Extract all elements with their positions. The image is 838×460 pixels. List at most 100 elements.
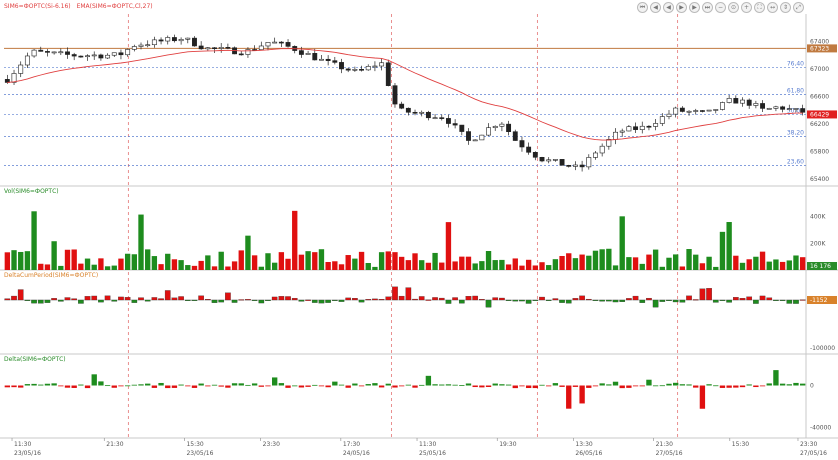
delta-cum-bar — [425, 299, 432, 301]
delta-cum-bar — [599, 299, 605, 302]
time-axis-label: 15:30 — [186, 441, 203, 448]
volume-bar — [693, 254, 699, 270]
volume-bar — [84, 258, 91, 270]
candle-body — [51, 51, 57, 54]
volume-bar — [532, 265, 538, 270]
volume-bar — [124, 253, 131, 270]
toolbar-button-3[interactable]: ▶ — [676, 2, 687, 13]
candle-body — [713, 109, 719, 111]
candle-body — [339, 62, 344, 70]
delta-bar — [158, 382, 164, 386]
price-axis-tick: 67400 — [810, 39, 829, 46]
delta-cum-bar — [793, 299, 799, 304]
candle-body — [319, 58, 324, 61]
delta-bar — [38, 384, 44, 386]
delta-bar — [151, 385, 158, 388]
delta-bar — [519, 385, 525, 387]
delta-cum-bar — [245, 299, 251, 301]
candle-body — [486, 127, 491, 136]
candle-body — [626, 126, 632, 132]
volume-bar — [485, 251, 492, 270]
delta-bar — [686, 384, 692, 386]
delta-bar — [606, 384, 612, 386]
candle-body — [746, 99, 752, 106]
delta-bar — [318, 385, 325, 387]
candle-body — [720, 102, 725, 110]
candle-body — [492, 125, 498, 129]
delta-cum-bar — [91, 295, 98, 301]
volume-bar — [104, 266, 111, 270]
toolbar-button-0[interactable]: ⏮ — [637, 2, 648, 13]
delta-cum-bar — [332, 299, 338, 301]
date-axis-label: 24/05/16 — [343, 450, 370, 457]
delta-bar — [378, 385, 385, 388]
toolbar-button-5[interactable]: ⏭ — [702, 2, 713, 13]
toolbar-button-8[interactable]: + — [741, 2, 752, 13]
candle-body — [760, 103, 765, 109]
candle-body — [679, 107, 685, 112]
volume-bar — [372, 266, 378, 270]
volume-bar — [512, 258, 518, 270]
delta-bar — [292, 385, 298, 387]
delta-cum-bar — [712, 299, 719, 303]
delta-bar — [258, 385, 264, 387]
volume-bar — [793, 255, 799, 270]
volume-bar — [579, 254, 585, 270]
delta-bar — [64, 385, 71, 388]
candle-body — [345, 68, 351, 71]
toolbar-button-2[interactable]: ◀ — [663, 2, 674, 13]
candle-body — [305, 53, 311, 55]
delta-bar — [733, 385, 739, 388]
delta-bar — [673, 382, 679, 386]
delta-cum-bar — [358, 299, 365, 303]
candle-body — [593, 152, 598, 158]
volume-bar — [24, 251, 31, 270]
candle-body — [566, 165, 572, 167]
delta-bar — [31, 383, 37, 386]
volume-bar — [298, 254, 305, 270]
volume-bar — [265, 253, 271, 270]
candle-body — [125, 49, 131, 56]
delta-bar — [285, 385, 291, 388]
delta-bar — [98, 381, 104, 386]
volume-bar — [599, 249, 605, 270]
volume-bar — [419, 260, 425, 270]
delta-cum-bar — [345, 297, 352, 301]
toolbar-button-6[interactable]: − — [715, 2, 726, 13]
delta-cum-badge-text: -1152 — [810, 297, 828, 304]
delta-cum-bar — [17, 289, 24, 301]
delta-bar — [365, 384, 371, 386]
toolbar-button-11[interactable]: ⇕ — [780, 2, 791, 13]
delta-bar — [492, 383, 498, 386]
delta-bar — [11, 385, 17, 388]
toolbar-button-1[interactable]: ◀ — [650, 2, 661, 13]
volume-bar — [98, 258, 104, 270]
volume-bar — [679, 266, 686, 270]
volume-bar — [505, 264, 512, 270]
toolbar-button-7[interactable]: ⊙ — [728, 2, 739, 13]
volume-bar — [171, 259, 178, 270]
candle-body — [446, 118, 451, 124]
volume-bar — [746, 259, 752, 270]
delta-bar — [759, 385, 766, 387]
volume-bar — [546, 265, 552, 270]
candle-body — [258, 45, 264, 51]
volume-bar — [118, 258, 124, 270]
toolbar-button-4[interactable]: ▶ — [689, 2, 700, 13]
delta-cum-bar — [44, 299, 51, 303]
fib-level-label: 38,20 — [787, 129, 804, 136]
candle-body — [753, 103, 759, 106]
toolbar-button-12[interactable]: ⤢ — [793, 2, 804, 13]
candle-body — [619, 130, 625, 133]
delta-cum-bar — [472, 295, 478, 301]
delta-cum-bar — [565, 299, 572, 304]
candle-body — [466, 131, 471, 141]
toolbar-button-9[interactable]: ⛶ — [754, 2, 765, 13]
candle-body — [432, 117, 438, 119]
date-axis-label: 23/05/16 — [186, 450, 213, 457]
delta-cum-bar — [311, 299, 318, 303]
delta-cum-bar — [505, 299, 512, 301]
toolbar-button-10[interactable]: ↔ — [767, 2, 778, 13]
delta-cum-bar — [104, 295, 111, 301]
